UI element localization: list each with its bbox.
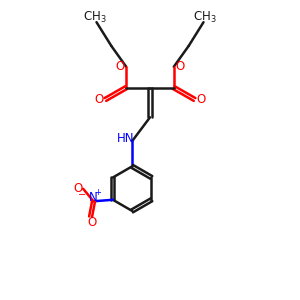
Text: O: O (196, 93, 205, 106)
Text: O: O (176, 60, 185, 73)
Text: HN: HN (117, 132, 134, 145)
Text: N: N (89, 191, 98, 204)
Text: −: − (79, 190, 87, 200)
Text: O: O (95, 93, 104, 106)
Text: CH$_3$: CH$_3$ (193, 10, 217, 25)
Text: O: O (73, 182, 83, 195)
Text: CH$_3$: CH$_3$ (83, 10, 107, 25)
Text: O: O (87, 216, 97, 229)
Text: O: O (115, 60, 124, 73)
Text: +: + (94, 188, 101, 197)
